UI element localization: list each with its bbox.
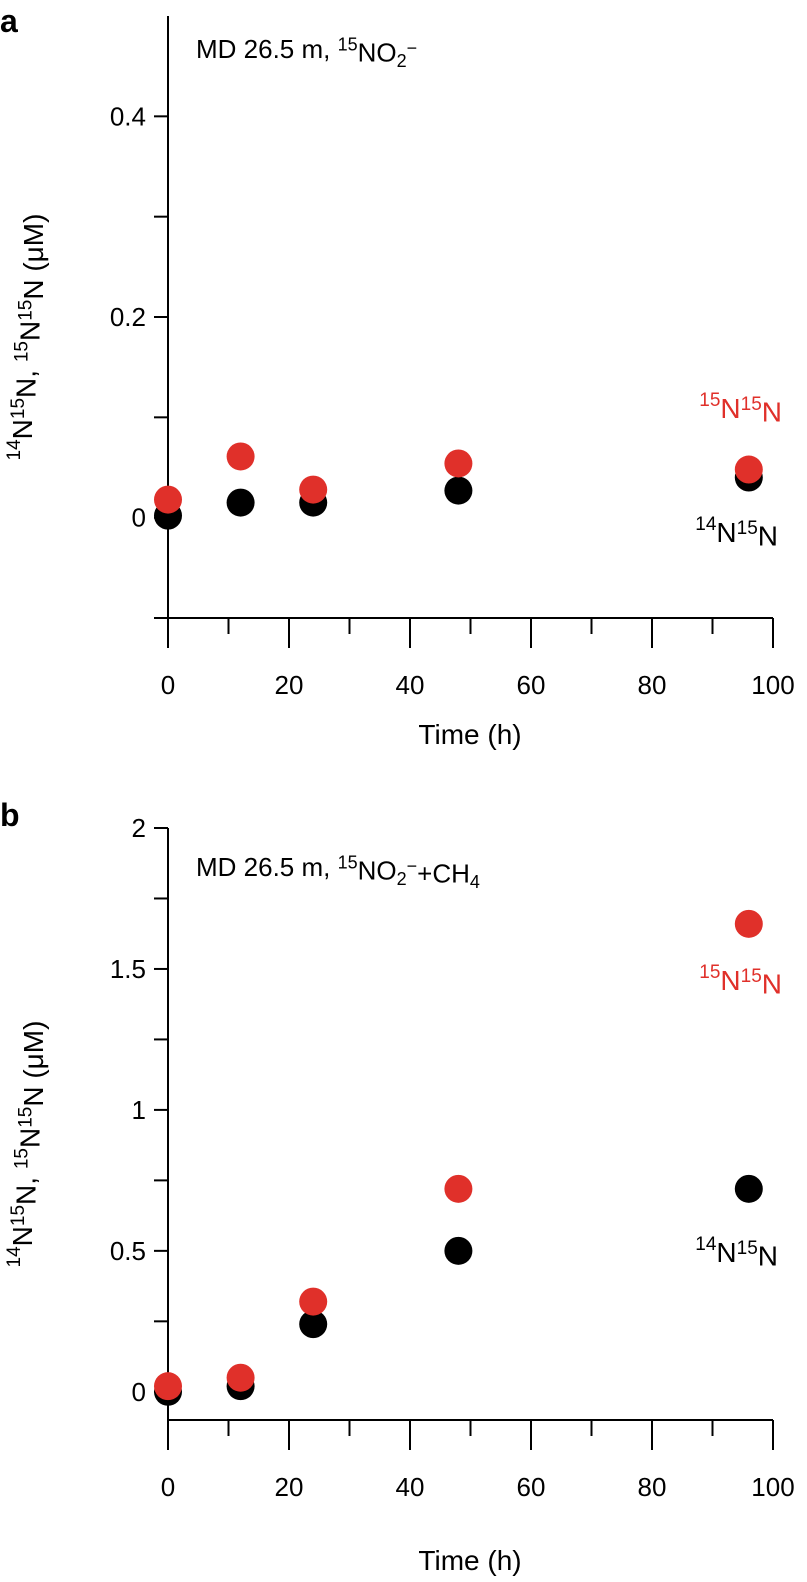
series-label-n14n15-part-1: N [716,517,736,548]
point-n14n15-4 [734,1174,763,1203]
y-axis-title-part-3: N, [11,1169,42,1205]
point-n14n15-1 [226,488,255,517]
x-tick-label: 20 [275,670,304,700]
x-tick-label: 100 [751,670,794,700]
y-axis-title-part-4: 15 [12,341,33,362]
point-n15n15-3 [444,449,473,478]
chart-title-part-1: 15 [338,852,358,872]
y-axis-title-part-2: 15 [8,1205,29,1226]
series-label-n15n15-part-0: 15 [699,390,720,411]
chart-title-part-1: 15 [338,34,358,54]
series-label-n15n15-part-2: 15 [741,394,762,415]
x-tick-label: 40 [396,1472,425,1502]
x-tick-label: 0 [161,670,175,700]
y-axis-title-part-5: N [14,321,45,341]
y-tick-label: 0.4 [110,101,146,131]
chart-title-part-2: NO [358,855,397,885]
y-tick-label: 0 [132,503,146,533]
point-n15n15-4 [734,455,763,484]
y-axis-title-part-3: N, [11,362,42,398]
x-tick-label: 0 [161,1472,175,1502]
y-tick-label: 2 [132,813,146,843]
chart-title: MD 26.5 m, 15NO2− [196,34,417,71]
point-n15n15-3 [444,1174,473,1203]
point-n15n15-2 [299,475,328,504]
series-label-n14n15-part-1: N [716,1237,736,1268]
y-axis-title-part-5: N [14,1128,45,1148]
series-label-n15n15: 15N15N [699,390,782,428]
chart-title-part-3: 2 [397,869,407,889]
point-n15n15-1 [226,1363,255,1392]
chart-title: MD 26.5 m, 15NO2−+CH4 [196,852,480,892]
x-tick-label: 100 [751,1472,794,1502]
point-n14n15-2 [299,1310,328,1339]
series-label-n14n15-part-0: 14 [695,514,717,535]
chart-title-part-2: NO [358,37,397,67]
series-label-n14n15-part-0: 14 [695,1234,717,1255]
y-axis-title-part-0: 14 [4,439,25,461]
point-n15n15-4 [734,909,763,938]
y-axis-title-part-1: N [7,1226,38,1246]
series-label-n15n15: 15N15N [699,962,782,1000]
point-n15n15-2 [299,1287,328,1316]
x-tick-label: 40 [396,670,425,700]
y-axis-title-part-2: 15 [8,398,29,419]
panel-letter-a: a [0,3,18,39]
x-axis-title: Time (h) [418,719,521,750]
series-label-n14n15-part-3: N [758,521,778,552]
chart-title-part-3: 2 [397,51,407,71]
x-axis-title: Time (h) [418,1545,521,1576]
y-tick-label: 0.2 [110,302,146,332]
point-n15n15-0 [154,1372,182,1401]
series-label-n15n15-part-2: 15 [741,966,762,987]
panel-letter-b: b [0,797,20,833]
point-n15n15-0 [154,485,182,514]
series-label-n14n15-part-2: 15 [737,518,758,539]
series-label-n15n15-part-3: N [762,969,782,1000]
y-axis-title-part-7: N (μM) [18,214,49,300]
chart-title-part-5: +CH [417,859,470,889]
x-tick-label: 60 [517,1472,546,1502]
x-tick-label: 80 [638,1472,667,1502]
y-tick-label: 1.5 [110,954,146,984]
point-n14n15-3 [444,476,473,505]
series-label-n14n15: 14N15N [695,514,778,552]
y-axis-title-part-0: 14 [4,1246,25,1268]
y-axis-title-part-4: 15 [12,1148,33,1169]
y-tick-label: 1 [132,1095,146,1125]
series-label-n14n15-part-3: N [758,1241,778,1272]
series-label-n14n15: 14N15N [695,1234,778,1272]
point-n14n15-3 [444,1236,473,1265]
chart-title-part-4: − [407,856,418,876]
chart-title-part-6: 4 [470,872,480,892]
chart-title-part-4: − [407,38,418,58]
series-label-n15n15-part-1: N [720,965,740,996]
chart-title-part-0: MD 26.5 m, [196,852,338,882]
point-n15n15-1 [226,442,255,471]
series-label-n15n15-part-0: 15 [699,962,720,983]
series-label-n15n15-part-1: N [720,393,740,424]
x-tick-label: 80 [638,670,667,700]
y-tick-label: 0 [132,1377,146,1407]
y-axis-title: 14N15N, 15N15N (μM) [4,1021,49,1268]
y-axis-title: 14N15N, 15N15N (μM) [4,214,49,461]
chart-title-part-0: MD 26.5 m, [196,34,338,64]
y-tick-label: 0.5 [110,1236,146,1266]
y-axis-title-part-6: 15 [15,1107,36,1128]
y-axis-title-part-7: N (μM) [18,1021,49,1107]
x-tick-label: 20 [275,1472,304,1502]
series-label-n14n15-part-2: 15 [737,1238,758,1259]
y-axis-title-part-1: N [7,419,38,439]
series-label-n15n15-part-3: N [762,397,782,428]
x-tick-label: 60 [517,670,546,700]
y-axis-title-part-6: 15 [15,300,36,321]
